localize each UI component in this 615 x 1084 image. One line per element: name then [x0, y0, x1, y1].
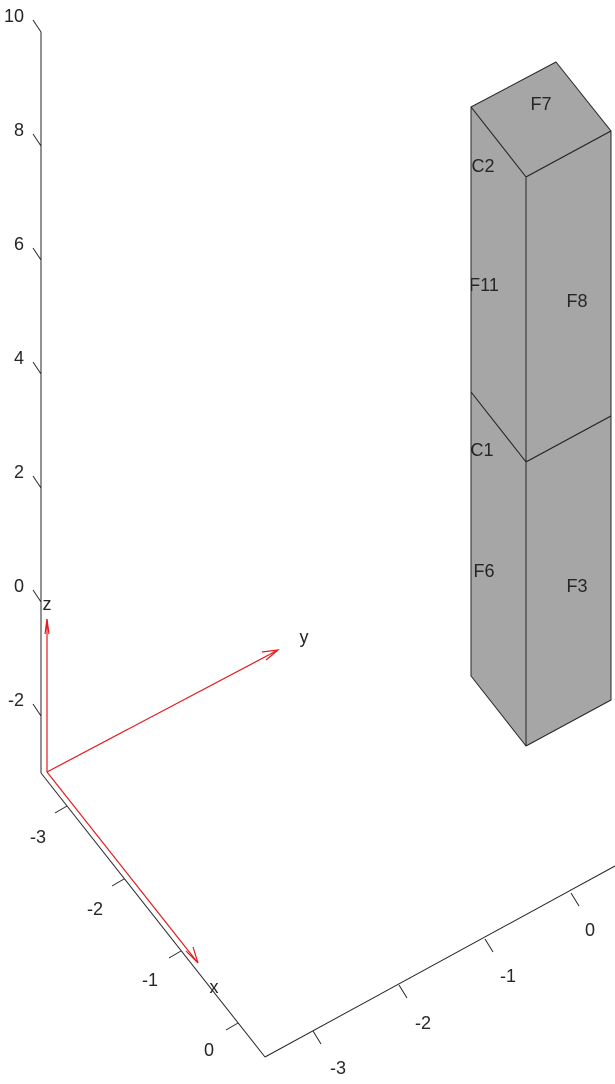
x-tick-mark: [225, 1022, 239, 1031]
x-axis-line: [40, 772, 266, 1058]
y-tick-label: -3: [330, 1058, 346, 1078]
triad-y-arrowhead: [261, 649, 280, 661]
label-f8: F8: [566, 291, 587, 311]
z-tick-mark: [32, 247, 42, 261]
triad-x-label: x: [210, 977, 219, 997]
triad-y-arrow: [46, 649, 279, 773]
face-f3[interactable]: [525, 415, 612, 747]
label-c1: C1: [470, 440, 493, 460]
box-geometry[interactable]: F7 C2 F11 F8 C1 F6 F3: [469, 61, 612, 747]
z-tick-mark: [32, 703, 42, 717]
y-tick-mark: [484, 938, 494, 953]
z-tick-label: -2: [8, 690, 24, 710]
z-axis: 10 8 6 4 2 0 -2: [4, 6, 42, 773]
y-tick-label: 0: [585, 920, 595, 940]
label-f3: F3: [566, 576, 587, 596]
x-tick-label: -2: [87, 899, 103, 919]
triad-z-label: z: [43, 594, 52, 614]
y-tick-mark: [570, 892, 580, 907]
triad-y-label: y: [300, 627, 309, 647]
y-axis-line: [264, 865, 615, 1058]
z-tick-mark: [32, 475, 42, 489]
x-tick-mark: [111, 878, 125, 887]
label-f6: F6: [473, 561, 494, 581]
x-tick-label: -1: [142, 970, 158, 990]
x-axis: -3 -2 -1 0: [30, 772, 266, 1060]
z-tick-mark: [32, 133, 42, 147]
triad-x-arrow: [46, 771, 199, 964]
z-tick-label: 6: [14, 234, 24, 254]
y-tick-mark: [398, 984, 408, 999]
x-tick-mark: [54, 805, 68, 814]
y-tick-label: -2: [415, 1013, 431, 1033]
z-tick-mark: [32, 19, 42, 33]
z-tick-mark: [32, 361, 42, 375]
z-tick-label: 4: [14, 348, 24, 368]
x-tick-mark: [168, 950, 182, 959]
y-tick-label: -1: [500, 966, 516, 986]
label-f11: F11: [469, 275, 499, 295]
triad-x-arrowhead: [185, 946, 199, 964]
z-tick-label: 2: [14, 462, 24, 482]
z-tick-mark: [32, 589, 42, 603]
label-f7: F7: [530, 94, 551, 114]
z-tick-label: 10: [4, 6, 24, 26]
coordinate-triad: z y x: [43, 594, 309, 997]
x-tick-label: -3: [30, 827, 46, 847]
triad-z-arrowhead: [44, 618, 50, 635]
y-axis: -3 -2 -1 0: [264, 865, 615, 1078]
z-tick-label: 8: [14, 120, 24, 140]
x-tick-label: 0: [204, 1040, 214, 1060]
label-c2: C2: [471, 156, 494, 176]
y-tick-mark: [312, 1030, 322, 1045]
z-tick-label: 0: [14, 576, 24, 596]
